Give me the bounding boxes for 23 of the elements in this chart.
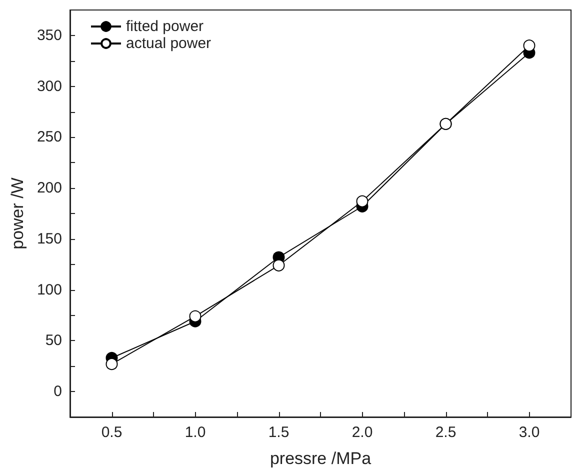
- point: [272, 259, 285, 272]
- y-axis-title: power /W: [8, 178, 28, 250]
- y-tick-label: 150: [36, 230, 62, 248]
- legend-label: actual power: [126, 35, 212, 52]
- y-tick-label: 250: [36, 128, 62, 146]
- y-tick-label: 300: [36, 78, 62, 95]
- y-tick-label: 50: [45, 332, 62, 350]
- y-tick-label: 350: [36, 26, 62, 44]
- point: [106, 358, 118, 370]
- x-tick-label: 2.5: [435, 424, 456, 441]
- x-tick-label: 1.0: [184, 424, 206, 441]
- x-tick-label: 2.0: [352, 424, 373, 441]
- x-tick-label: 3.0: [518, 424, 540, 441]
- x-tick-label: 0.5: [101, 424, 122, 441]
- point: [356, 195, 368, 208]
- point: [523, 40, 536, 52]
- x-tick-label: 1.5: [268, 424, 290, 441]
- y-tick-label: 200: [36, 180, 62, 197]
- y-tick-label: 0: [54, 383, 62, 400]
- point: [189, 310, 202, 322]
- x-axis-title: pressre /MPa: [270, 449, 372, 468]
- y-tick-label: 100: [36, 281, 62, 298]
- legend-label: fitted power: [126, 18, 204, 35]
